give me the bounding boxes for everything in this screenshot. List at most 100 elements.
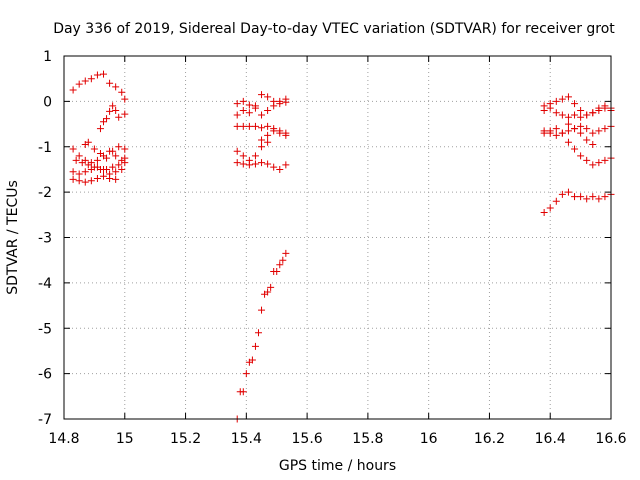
data-point [251,152,259,160]
data-point [552,125,560,133]
data-point [233,159,241,167]
data-point [276,165,284,173]
y-tick-label: 0 [43,94,52,110]
chart-title: Day 336 of 2019, Sidereal Day-to-day VTE… [53,21,615,37]
series-track-a7 [81,138,129,162]
data-point [264,288,272,296]
data-point [112,106,120,114]
data-point [93,156,101,164]
series-track-c4 [540,125,615,169]
series-track-a6 [69,172,120,186]
y-tick-label: -7 [38,412,52,428]
data-point [276,261,284,269]
data-point [282,161,290,169]
data-point [552,197,560,205]
data-point [601,125,609,133]
data-point [106,79,114,87]
data-point [112,168,120,176]
data-point [258,143,266,151]
data-point [558,129,566,137]
data-point [589,140,597,148]
data-point [258,111,266,119]
x-tick-label: 16.4 [535,431,566,447]
data-point [546,104,554,112]
data-point [106,107,114,115]
data-point [558,190,566,198]
data-point [251,122,259,130]
data-point [589,109,597,117]
data-point [100,70,108,78]
series-track-a2 [96,102,129,133]
x-tick-label: 16.2 [474,431,505,447]
data-point [121,145,129,153]
data-point [540,106,548,114]
data-point [245,109,253,117]
data-point [589,161,597,169]
data-point [282,131,290,139]
data-point [577,193,585,201]
data-point [258,91,266,99]
data-point [81,168,89,176]
data-point [267,283,275,291]
data-point [552,131,560,139]
data-point [264,138,272,146]
data-point [254,329,262,337]
series-track-b1 [233,91,290,110]
data-point [258,124,266,132]
series-track-a4 [72,156,129,173]
data-point [87,165,95,173]
data-point [571,193,579,201]
data-point [81,77,89,85]
data-point [251,104,259,112]
data-point [564,120,572,128]
x-tick-label: 15 [116,431,134,447]
data-point [264,106,272,114]
series-track-a3 [69,145,129,167]
data-point [577,113,585,121]
series-track-b6 [233,159,290,173]
data-point [72,156,80,164]
data-point [589,193,597,201]
data-point [121,110,129,118]
data-point [75,152,83,160]
series-track-c6 [540,188,615,217]
y-tick-label: -1 [38,140,52,156]
data-point [103,115,111,123]
data-point [258,136,266,144]
data-point [239,122,247,130]
data-point [245,101,253,109]
data-point [93,71,101,79]
y-tick-label: -5 [38,321,52,337]
data-point [109,147,117,155]
data-point [75,177,83,185]
data-point [112,175,120,183]
data-point [279,256,287,264]
data-point [118,88,126,96]
data-point [571,100,579,108]
data-point [239,160,247,168]
data-point [270,127,278,135]
data-point [577,122,585,130]
data-point [78,159,86,167]
data-point [276,129,284,137]
data-point [577,152,585,160]
data-point [595,159,603,167]
data-point [112,83,120,91]
data-point [258,159,266,167]
data-point [583,111,591,119]
y-tick-label: -6 [38,367,52,383]
data-point [589,129,597,137]
data-point [100,118,108,126]
data-point [90,145,98,153]
data-point [121,159,129,167]
x-tick-label: 15.4 [231,431,262,447]
data-point [601,156,609,164]
series-track-b5 [233,138,272,164]
data-point [601,193,609,201]
data-point [103,154,111,162]
data-point [96,150,104,158]
data-point [583,136,591,144]
data-points [69,70,615,423]
data-point [239,97,247,105]
